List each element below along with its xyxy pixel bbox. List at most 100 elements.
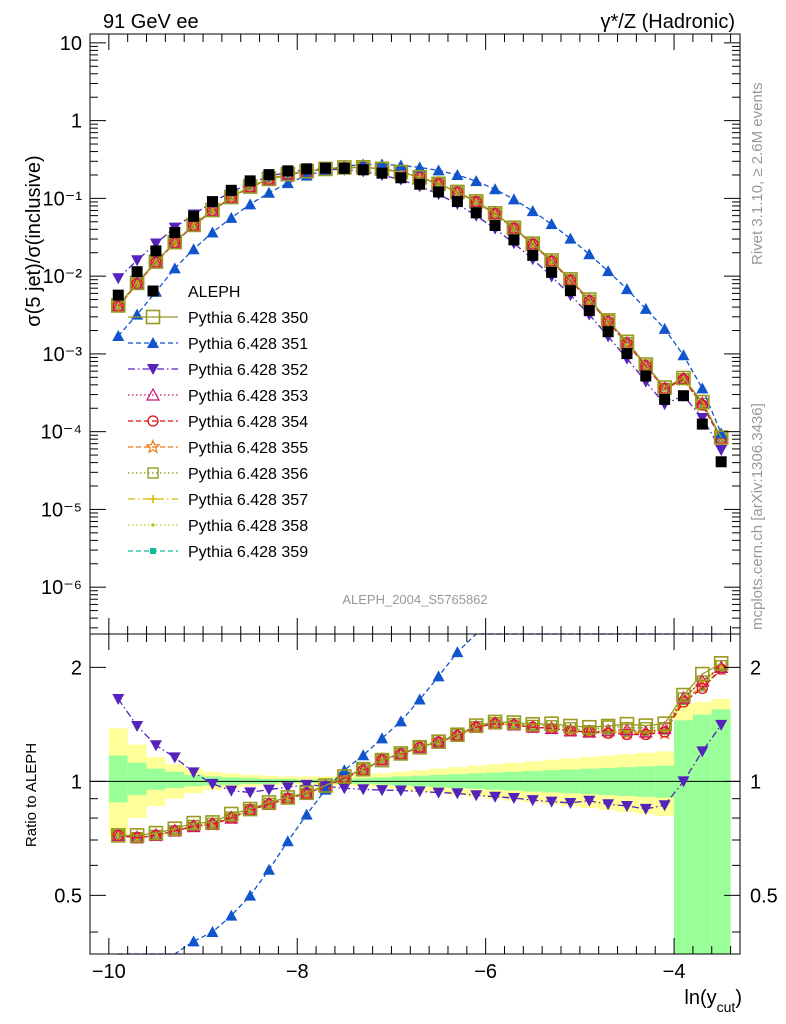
ratio-point-pythia-6-428-351 bbox=[262, 863, 275, 875]
point-pythia-6-428-351 bbox=[225, 211, 238, 223]
point-aleph bbox=[640, 370, 652, 382]
ratio-point-pythia-6-428-353 bbox=[299, 786, 314, 799]
ratio-y-axis-label: Ratio to ALEPH bbox=[23, 743, 40, 847]
ratio-panel: 0.5 0.5 1 1 2 2 −10 −8 −6 −4 bbox=[54, 633, 778, 983]
ratio-point-pythia-6-428-352 bbox=[131, 721, 144, 733]
ratio-point-pythia-6-428-351 bbox=[413, 693, 426, 705]
ratio-point-pythia-6-428-352 bbox=[338, 783, 351, 795]
ratio-point-pythia-6-428-350 bbox=[619, 716, 635, 732]
point-pythia-6-428-351 bbox=[677, 349, 690, 361]
header-left: 91 GeV ee bbox=[103, 11, 199, 33]
legend-marker-pythia-6-428-357 bbox=[149, 495, 157, 503]
ratio-point-pythia-6-428-351 bbox=[281, 835, 294, 847]
legend-label-pythia-6-428-350: Pythia 6.428 350 bbox=[188, 310, 308, 327]
ratio-point-pythia-6-428-353 bbox=[619, 722, 634, 736]
legend-marker-aleph bbox=[147, 285, 159, 297]
ratio-point-pythia-6-428-352 bbox=[602, 799, 615, 811]
point-aleph bbox=[564, 285, 576, 297]
ratio-point-pythia-6-428-353 bbox=[224, 810, 239, 824]
ratio-point-pythia-6-428-353 bbox=[657, 721, 672, 734]
ratio-y-tick-label-left: 2 bbox=[71, 657, 82, 679]
y-tick-label: 10⁻³ bbox=[43, 344, 83, 366]
point-aleph bbox=[395, 172, 407, 184]
ratio-point-pythia-6-428-351 bbox=[394, 715, 407, 727]
ratio-point-pythia-6-428-353 bbox=[393, 746, 408, 760]
ratio-point-pythia-6-428-353 bbox=[582, 724, 597, 738]
ratio-point-pythia-6-428-354 bbox=[696, 682, 708, 695]
point-pythia-6-428-353 bbox=[676, 371, 691, 385]
ratio-point-pythia-6-428-355 bbox=[600, 723, 616, 739]
point-pythia-6-428-353 bbox=[525, 237, 540, 250]
point-aleph bbox=[433, 186, 445, 198]
ratio-point-pythia-6-428-352 bbox=[620, 800, 633, 812]
ratio-point-pythia-6-428-350 bbox=[638, 718, 654, 733]
ratio-point-pythia-6-428-350 bbox=[261, 795, 277, 810]
x-axis-label-main: ln(y bbox=[684, 987, 716, 1009]
ratio-point-pythia-6-428-350 bbox=[299, 785, 314, 801]
legend-label-pythia-6-428-353: Pythia 6.428 353 bbox=[188, 388, 308, 405]
ratio-point-pythia-6-428-350 bbox=[167, 821, 183, 836]
ratio-point-pythia-6-428-352 bbox=[357, 784, 370, 796]
point-pythia-6-428-353 bbox=[243, 179, 258, 193]
ratio-point-pythia-6-428-350 bbox=[563, 718, 578, 734]
point-aleph bbox=[244, 175, 256, 187]
point-pythia-6-428-352 bbox=[131, 255, 144, 267]
ratio-point-pythia-6-428-351 bbox=[376, 732, 389, 744]
point-pythia-6-428-351 bbox=[545, 218, 558, 230]
ratio-point-pythia-6-428-350 bbox=[205, 815, 220, 830]
ratio-point-pythia-6-428-352 bbox=[564, 797, 577, 809]
ratio-point-pythia-6-428-350 bbox=[242, 801, 258, 817]
legend-marker-pythia-6-428-350 bbox=[145, 309, 161, 325]
ratio-point-pythia-6-428-350 bbox=[280, 790, 296, 805]
point-pythia-6-428-351 bbox=[262, 186, 275, 198]
point-pythia-6-428-351 bbox=[451, 168, 464, 180]
ratio-point-pythia-6-428-352 bbox=[470, 790, 483, 802]
y-tick-label: 10⁻⁶ bbox=[41, 577, 82, 599]
side-text-bottom: mcplots.cern.ch [arXiv:1306.3436] bbox=[749, 403, 766, 630]
ratio-point-pythia-6-428-352 bbox=[206, 778, 219, 790]
point-pythia-6-428-351 bbox=[526, 205, 539, 217]
y-tick-label: 10 bbox=[60, 33, 82, 55]
ratio-point-pythia-6-428-351 bbox=[187, 935, 200, 947]
ratio-point-pythia-6-428-352 bbox=[696, 746, 709, 758]
ratio-point-pythia-6-428-352 bbox=[677, 776, 690, 788]
legend-label-pythia-6-428-354: Pythia 6.428 354 bbox=[188, 414, 308, 431]
point-pythia-6-428-351 bbox=[281, 177, 294, 189]
ratio-point-pythia-6-428-350 bbox=[374, 752, 390, 768]
x-tick-label: −10 bbox=[92, 961, 126, 983]
ratio-point-pythia-6-428-352 bbox=[112, 694, 125, 706]
point-pythia-6-428-350 bbox=[713, 430, 729, 445]
ratio-point-pythia-6-428-352 bbox=[715, 719, 728, 731]
legend-marker-pythia-6-428-351 bbox=[147, 337, 159, 348]
ratio-point-pythia-6-428-350 bbox=[110, 828, 126, 843]
point-aleph bbox=[583, 305, 595, 317]
ratio-point-pythia-6-428-351 bbox=[451, 646, 464, 658]
legend-label-pythia-6-428-356: Pythia 6.428 356 bbox=[188, 466, 308, 483]
ratio-data-layer bbox=[110, 633, 729, 955]
x-tick-label: −6 bbox=[474, 961, 497, 983]
legend-marker-pythia-6-428-354 bbox=[147, 415, 159, 427]
ratio-point-pythia-6-428-351 bbox=[225, 909, 238, 921]
legend-marker-pythia-6-428-356 bbox=[147, 467, 159, 479]
point-pythia-6-428-351 bbox=[470, 175, 483, 187]
main-axis-ticks: 10⁻⁶ 10⁻⁵ 10⁻⁴ 10⁻³ 10⁻² 10⁻¹ 1 10 bbox=[41, 33, 740, 634]
uncertainty-band-inner bbox=[692, 714, 712, 954]
point-aleph bbox=[470, 207, 482, 219]
side-text-top: Rivet 3.1.10, ≥ 2.6M events bbox=[749, 83, 766, 266]
point-pythia-6-428-353 bbox=[469, 194, 484, 208]
ratio-point-pythia-6-428-350 bbox=[431, 734, 446, 749]
point-aleph bbox=[527, 249, 539, 261]
y-tick-label: 10⁻² bbox=[43, 266, 83, 288]
ratio-frame bbox=[89, 633, 741, 955]
legend-label-aleph: ALEPH bbox=[188, 284, 240, 301]
ratio-point-pythia-6-428-352 bbox=[658, 800, 671, 812]
legend-marker-pythia-6-428-352 bbox=[147, 364, 159, 375]
point-pythia-6-428-351 bbox=[620, 283, 633, 295]
point-pythia-6-428-352 bbox=[715, 445, 728, 457]
point-pythia-6-428-351 bbox=[187, 243, 200, 255]
legend-label-pythia-6-428-358: Pythia 6.428 358 bbox=[188, 518, 308, 535]
point-aleph bbox=[489, 219, 501, 231]
point-pythia-6-428-351 bbox=[583, 248, 596, 260]
main-y-axis-label: σ(5 jet)/σ(inclusive) bbox=[23, 155, 45, 326]
point-pythia-6-428-351 bbox=[564, 232, 577, 244]
